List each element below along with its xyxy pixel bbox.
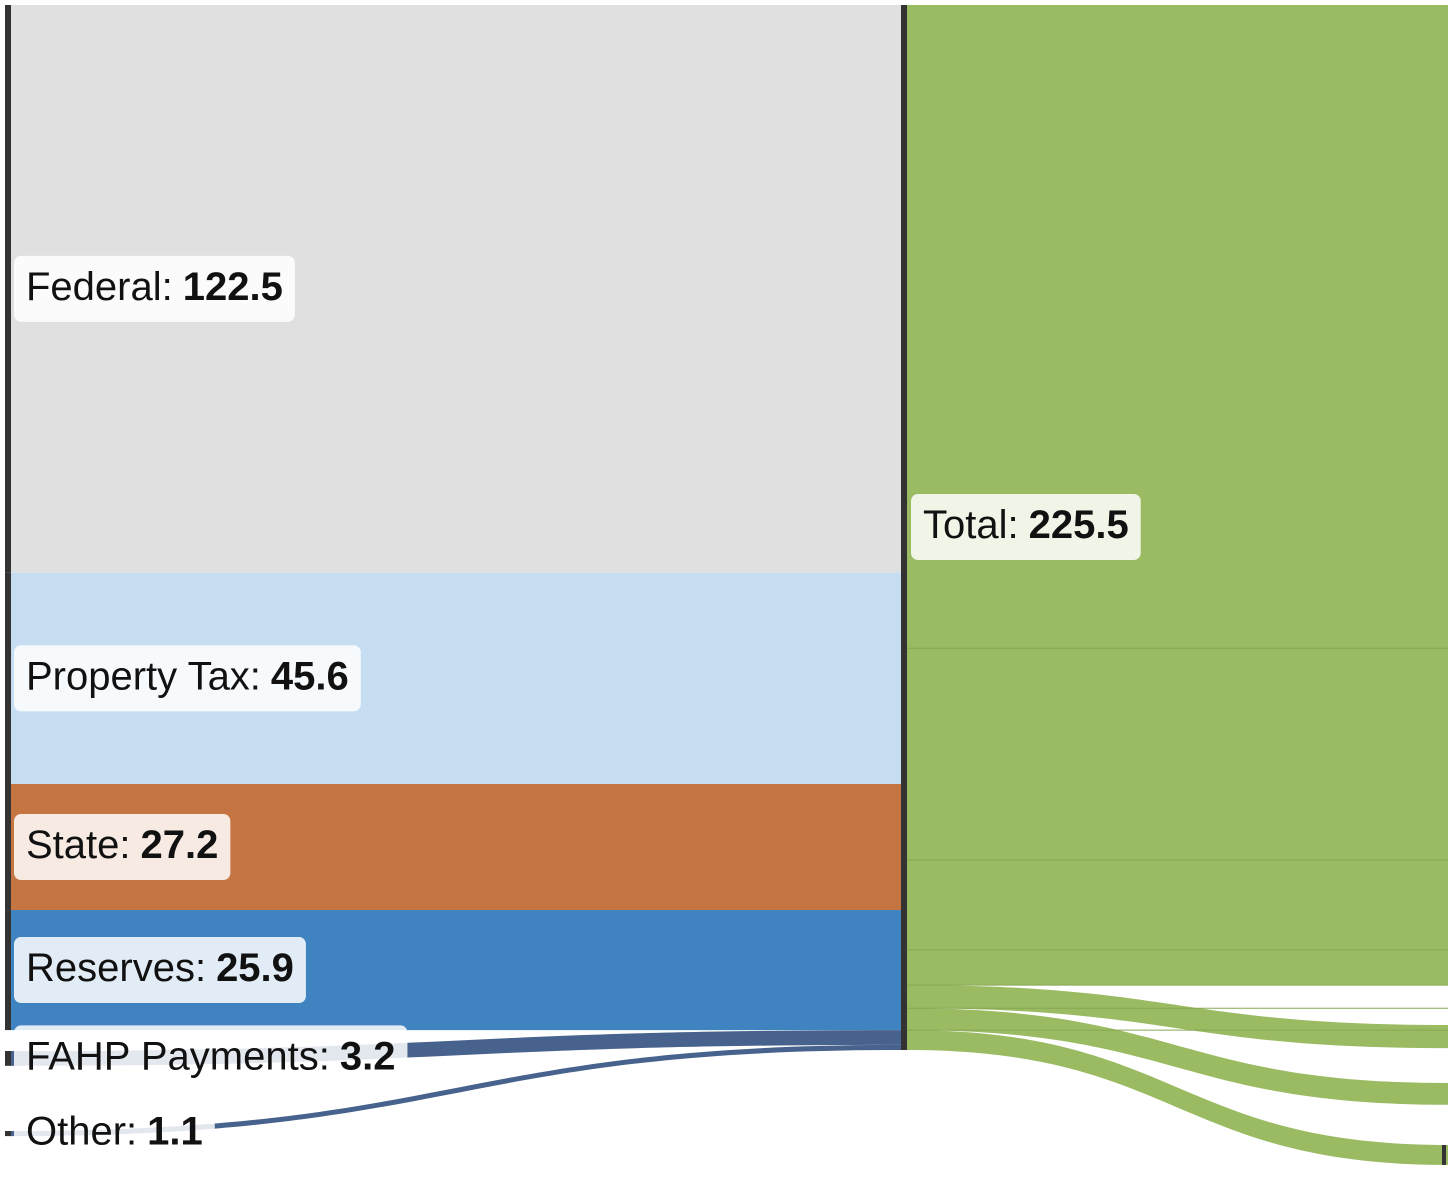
label-name: Property Tax: <box>26 654 261 698</box>
node-label: FAHP Payments: 3.2 <box>14 1025 408 1092</box>
label-box <box>14 937 306 1004</box>
label-value: 45.6 <box>271 654 349 698</box>
label-text: FAHP Payments: 3.2 <box>26 1034 395 1078</box>
node-label: Other: 1.1 <box>14 1100 215 1167</box>
node-label: Total: 225.5 <box>911 494 1141 560</box>
label-name: FAHP Payments: <box>26 1034 330 1078</box>
label-box <box>14 814 231 881</box>
source-node <box>5 784 11 911</box>
nodes <box>5 5 1446 1165</box>
target-node <box>901 5 907 1050</box>
label-box <box>14 1100 215 1167</box>
flows <box>11 5 1448 1165</box>
node-label: Reserves: 25.9 <box>14 937 306 1004</box>
flow <box>11 5 901 573</box>
label-text: Other: 1.1 <box>26 1109 203 1153</box>
outflow <box>907 985 1448 1049</box>
labels: Federal: 122.5 Property Tax: 45.6 State: 27.2… <box>14 255 1141 1167</box>
source-node <box>5 1051 11 1066</box>
label-text: Reserves: 25.9 <box>26 946 294 990</box>
label-text: State: 27.2 <box>26 823 218 867</box>
label-name: Federal: <box>26 264 173 308</box>
label-box <box>911 494 1141 560</box>
label-box <box>14 1025 408 1092</box>
label-text: Total: 225.5 <box>923 503 1129 547</box>
label-name: Other: <box>26 1109 137 1153</box>
flow <box>11 784 901 911</box>
label-value: 25.9 <box>216 946 294 990</box>
flow <box>11 1044 901 1137</box>
source-node <box>5 572 11 784</box>
label-box <box>14 645 361 712</box>
outflow <box>907 5 1448 649</box>
node-label: State: 27.2 <box>14 814 231 881</box>
node-label: Federal: 122.5 <box>14 255 295 322</box>
label-text: Federal: 122.5 <box>26 264 283 308</box>
outflow <box>907 648 1448 860</box>
outflow <box>907 1008 1448 1105</box>
label-name: Total: <box>923 503 1019 547</box>
label-value: 1.1 <box>147 1109 203 1153</box>
label-value: 3.2 <box>340 1034 396 1078</box>
flow <box>11 572 901 784</box>
source-node <box>5 5 11 573</box>
outflow <box>907 949 1448 986</box>
outflow <box>907 1030 1448 1165</box>
label-name: State: <box>26 823 131 867</box>
outflow <box>907 860 1448 950</box>
label-value: 27.2 <box>141 823 219 867</box>
label-text: Property Tax: 45.6 <box>26 654 349 698</box>
outflow-node <box>1442 1145 1446 1165</box>
node-label: Property Tax: 45.6 <box>14 645 361 712</box>
label-value: 122.5 <box>183 264 283 308</box>
label-name: Reserves: <box>26 946 206 990</box>
source-node <box>5 1131 11 1137</box>
label-box <box>14 255 295 322</box>
label-value: 225.5 <box>1029 503 1129 547</box>
source-node <box>5 910 11 1031</box>
